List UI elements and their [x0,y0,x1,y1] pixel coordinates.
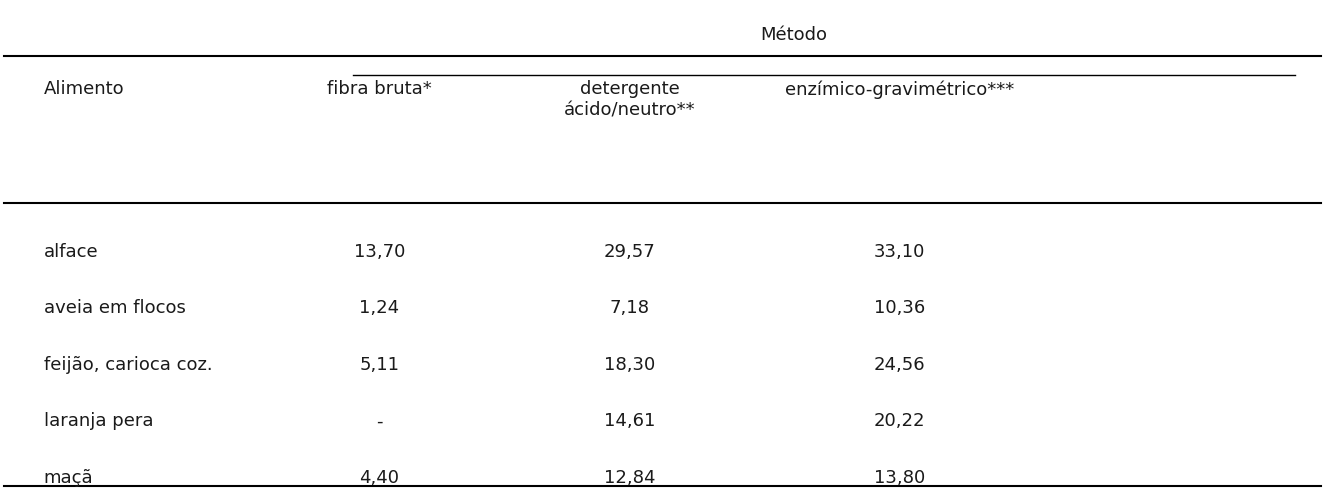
Text: laranja pera: laranja pera [44,412,154,430]
Text: 13,80: 13,80 [874,469,925,487]
Text: 18,30: 18,30 [604,356,655,374]
Text: Alimento: Alimento [44,80,125,98]
Text: 5,11: 5,11 [359,356,399,374]
Text: 14,61: 14,61 [604,412,656,430]
Text: alface: alface [44,242,98,260]
Text: 12,84: 12,84 [604,469,656,487]
Text: 13,70: 13,70 [354,242,405,260]
Text: 33,10: 33,10 [873,242,925,260]
Text: 29,57: 29,57 [604,242,656,260]
Text: 24,56: 24,56 [873,356,925,374]
Text: aveia em flocos: aveia em flocos [44,299,186,317]
Text: -: - [376,412,383,430]
Text: enzímico-gravimétrico***: enzímico-gravimétrico*** [784,80,1014,99]
Text: 1,24: 1,24 [359,299,399,317]
Text: feijão, carioca coz.: feijão, carioca coz. [44,356,212,374]
Text: 7,18: 7,18 [610,299,649,317]
Text: fibra bruta*: fibra bruta* [327,80,432,98]
Text: detergente
ácido/neutro**: detergente ácido/neutro** [563,80,696,119]
Text: 10,36: 10,36 [874,299,925,317]
Text: 20,22: 20,22 [873,412,925,430]
Text: Método: Método [761,26,828,44]
Text: 4,40: 4,40 [359,469,399,487]
Text: maçã: maçã [44,469,93,487]
